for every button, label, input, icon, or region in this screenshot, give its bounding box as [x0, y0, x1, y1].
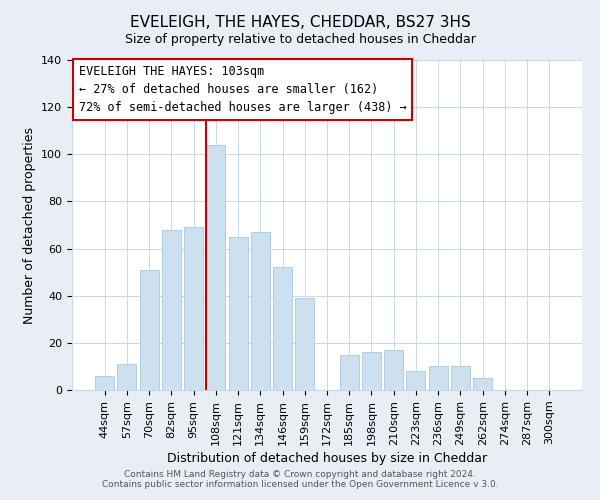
Bar	[340, 354, 359, 390]
Text: Contains HM Land Registry data © Crown copyright and database right 2024.
Contai: Contains HM Land Registry data © Crown c…	[101, 470, 499, 489]
Bar	[162, 230, 181, 390]
Bar	[273, 268, 292, 390]
Bar	[229, 237, 248, 390]
Text: Size of property relative to detached houses in Cheddar: Size of property relative to detached ho…	[125, 32, 475, 46]
Text: EVELEIGH, THE HAYES, CHEDDAR, BS27 3HS: EVELEIGH, THE HAYES, CHEDDAR, BS27 3HS	[130, 15, 470, 30]
Bar	[362, 352, 381, 390]
Text: EVELEIGH THE HAYES: 103sqm
← 27% of detached houses are smaller (162)
72% of sem: EVELEIGH THE HAYES: 103sqm ← 27% of deta…	[79, 65, 406, 114]
Bar	[206, 145, 225, 390]
Bar	[406, 371, 425, 390]
X-axis label: Distribution of detached houses by size in Cheddar: Distribution of detached houses by size …	[167, 452, 487, 465]
Bar	[451, 366, 470, 390]
Bar	[184, 228, 203, 390]
Bar	[95, 376, 114, 390]
Y-axis label: Number of detached properties: Number of detached properties	[23, 126, 35, 324]
Bar	[473, 378, 492, 390]
Bar	[251, 232, 270, 390]
Bar	[429, 366, 448, 390]
Bar	[140, 270, 158, 390]
Bar	[384, 350, 403, 390]
Bar	[118, 364, 136, 390]
Bar	[295, 298, 314, 390]
